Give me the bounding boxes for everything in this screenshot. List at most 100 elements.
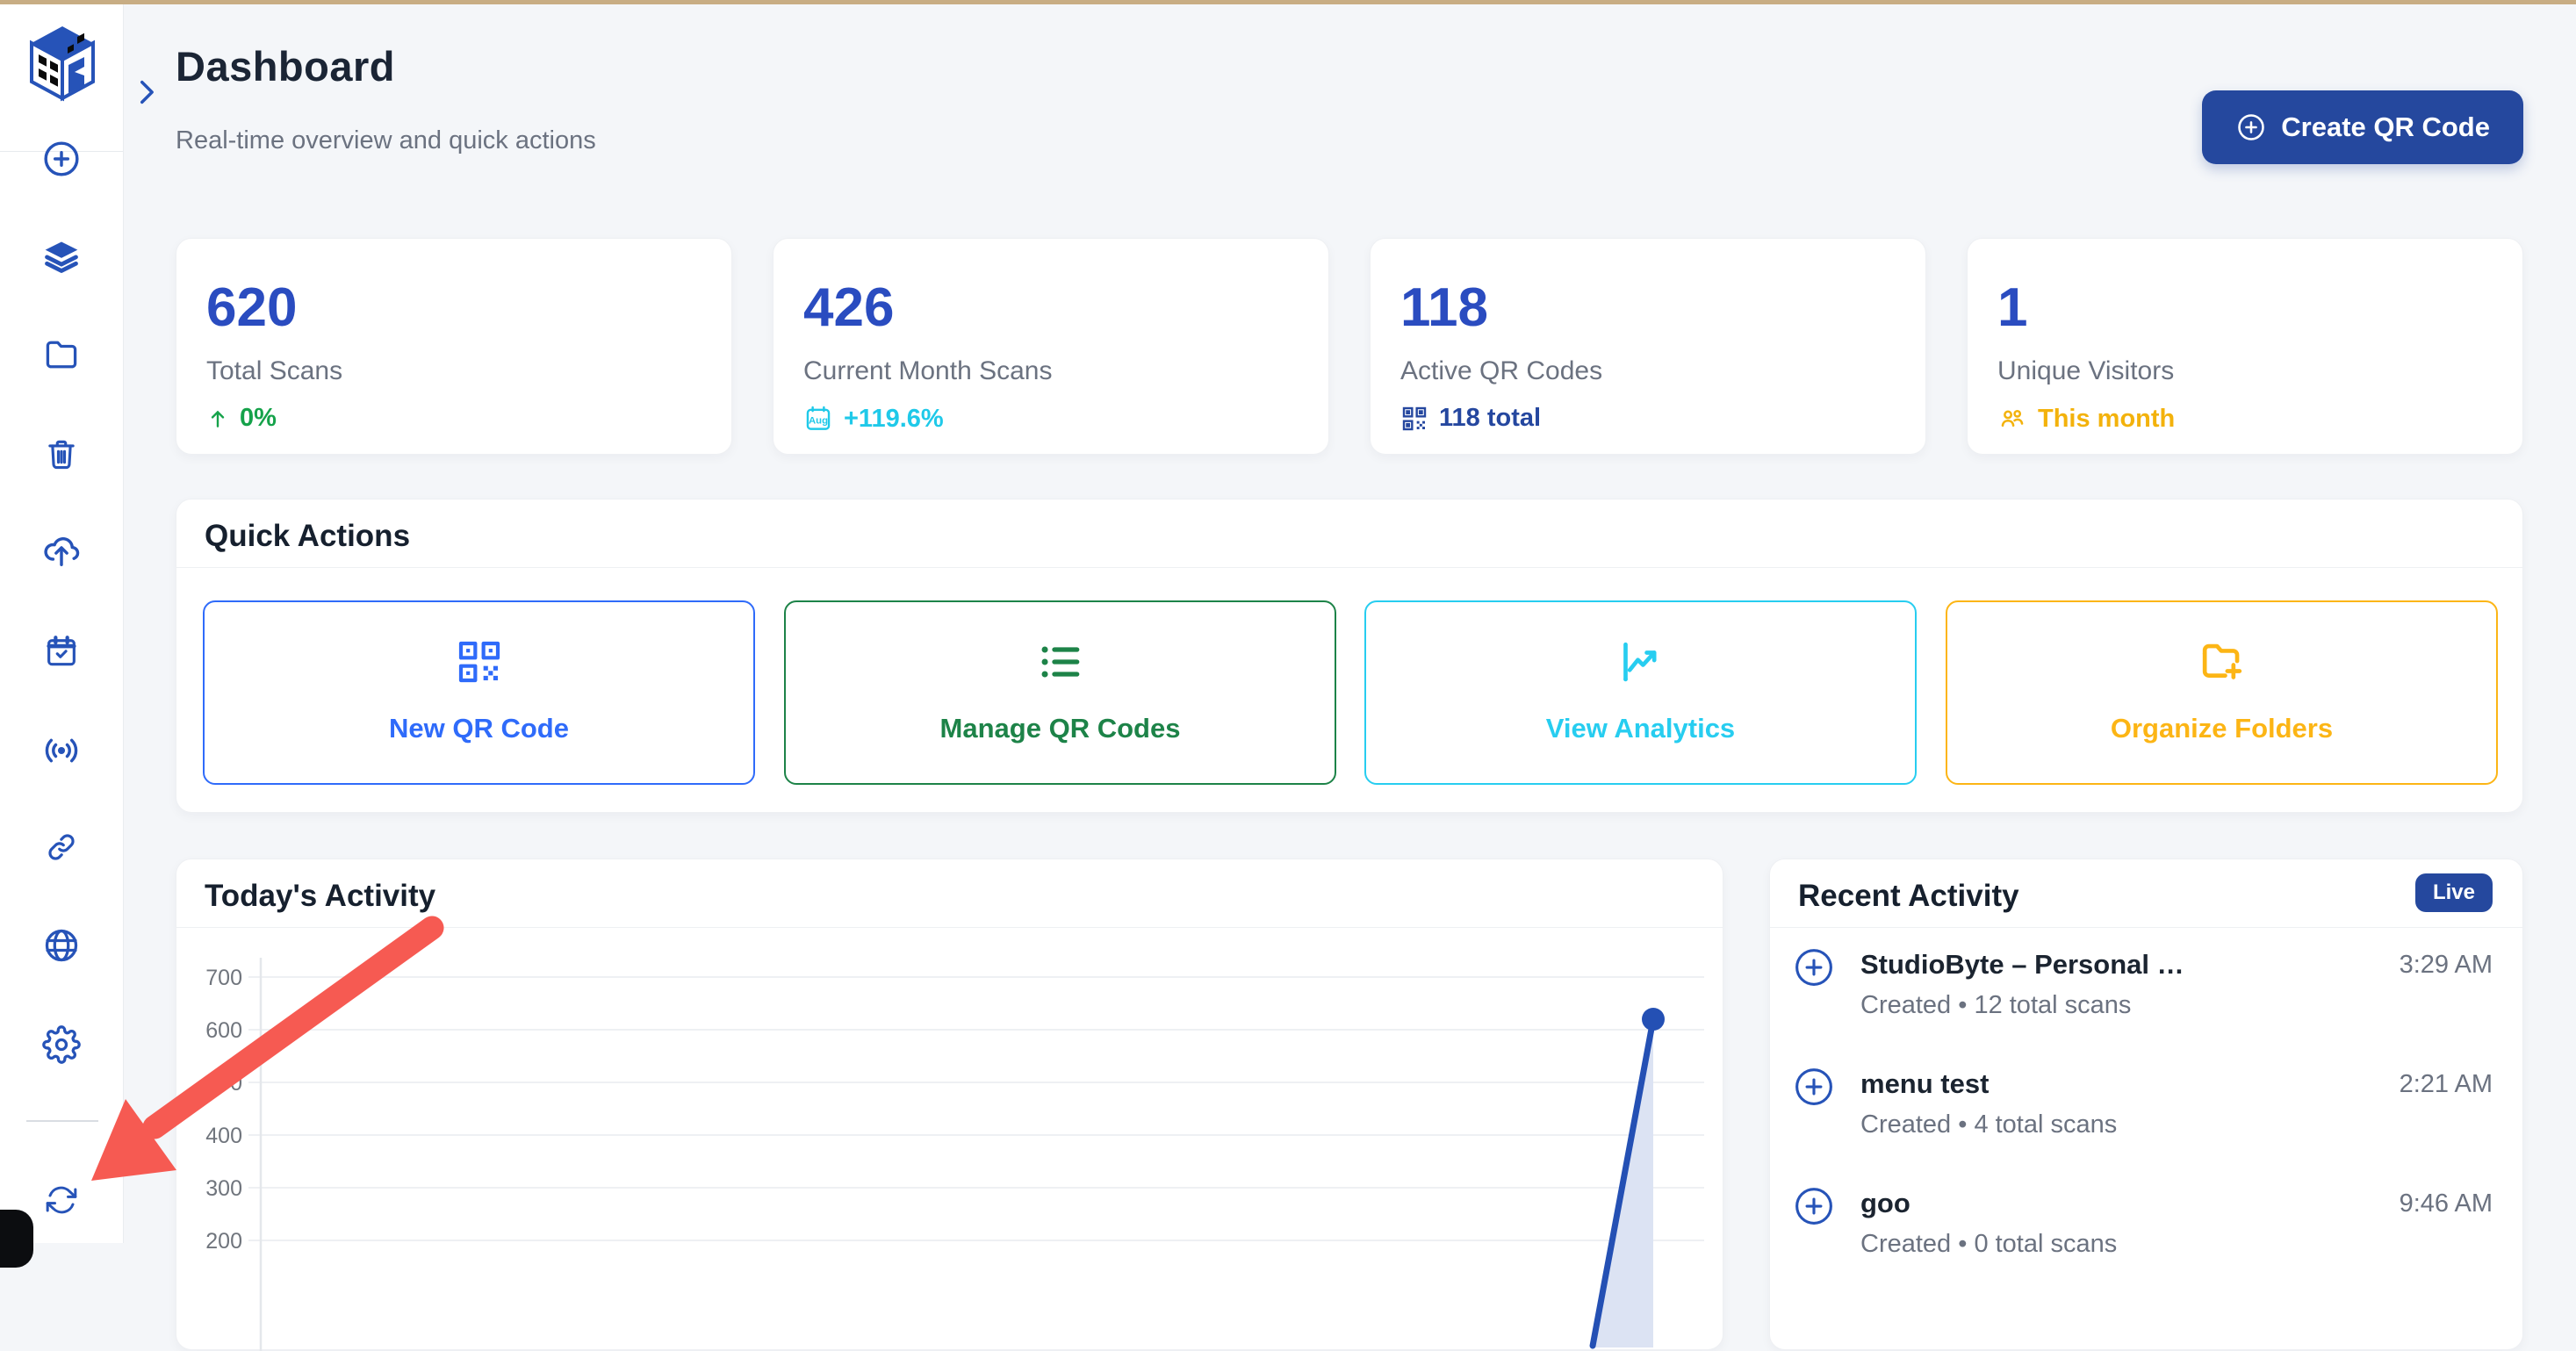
svg-text:300: 300: [205, 1176, 242, 1201]
stat-delta-text: 0%: [240, 404, 277, 432]
page-subtitle: Real-time overview and quick actions: [176, 126, 596, 155]
sidebar-item-schedule[interactable]: [43, 632, 80, 671]
recent-activity-panel: Recent Activity Live StudioByte – Person…: [1769, 859, 2523, 1350]
divider: [176, 567, 2522, 568]
sidebar-bottom-divider: [26, 1120, 98, 1122]
plus-circle-icon: [44, 141, 79, 176]
stat-card-active-qr-codes: 118 Active QR Codes 118 total: [1370, 238, 1926, 455]
svg-text:600: 600: [205, 1018, 242, 1043]
app-logo[interactable]: [26, 21, 98, 106]
organize-folders-label: Organize Folders: [2110, 713, 2334, 744]
sidebar-item-trash[interactable]: [43, 435, 80, 473]
activity-item-subtitle: Created • 12 total scans: [1860, 991, 2132, 1019]
arrow-up-icon: [211, 410, 225, 428]
svg-text:200: 200: [205, 1229, 242, 1254]
stat-delta: Aug +119.6%: [803, 404, 1328, 434]
main-content: Dashboard Real-time overview and quick a…: [123, 0, 2576, 1351]
folder-plus-icon: [2202, 643, 2241, 679]
new-qr-code-button[interactable]: New QR Code: [203, 600, 755, 785]
page-title: Dashboard: [176, 43, 395, 90]
divider: [1770, 927, 2522, 928]
sidebar-item-domains[interactable]: [42, 926, 81, 965]
globe-icon: [45, 929, 78, 962]
sidebar-item-links[interactable]: [43, 829, 80, 866]
activity-item-title: menu test: [1860, 1068, 1990, 1099]
activity-item-title: goo: [1860, 1188, 1910, 1218]
qr-code-icon: [458, 641, 500, 683]
svg-text:700: 700: [205, 966, 242, 990]
activity-item[interactable]: StudioByte – Personal … 3:29 AM Created …: [1770, 947, 2522, 1057]
folder-icon: [46, 341, 77, 369]
stat-delta-text: This month: [2038, 404, 2176, 433]
svg-text:500: 500: [205, 1071, 242, 1096]
sidebar-item-layers[interactable]: [42, 237, 81, 276]
activity-item-title: StudioByte – Personal …: [1860, 949, 2184, 980]
calendar-check-icon: [47, 636, 76, 666]
activity-item-time: 2:21 AM: [2399, 1070, 2493, 1098]
layers-icon: [45, 241, 78, 273]
users-icon: [2001, 409, 2024, 428]
activity-chart: 700 600 500 400 300 200: [205, 958, 1704, 1351]
stat-label: Total Scans: [206, 356, 343, 385]
recent-activity-title: Recent Activity: [1798, 879, 2019, 913]
sidebar-item-upload[interactable]: [41, 530, 82, 571]
calendar-aug-icon: Aug: [806, 406, 831, 430]
stat-label: Unique Visitors: [1997, 356, 2175, 385]
stat-value: 1: [1997, 277, 2028, 338]
plus-circle-icon: [2238, 114, 2265, 140]
svg-text:Aug: Aug: [809, 416, 828, 427]
bottom-left-overlay-corner: [0, 1210, 33, 1268]
window-top-strip: [0, 0, 2576, 4]
trash-icon: [48, 440, 75, 470]
sidebar-item-folders[interactable]: [42, 335, 81, 374]
todays-activity-panel: Today's Activity 700 600 500 400 300 200: [176, 859, 1723, 1351]
link-icon: [48, 834, 75, 860]
sidebar-item-refresh[interactable]: [44, 1182, 79, 1218]
stat-card-current-month-scans: 426 Current Month Scans Aug +119.6%: [773, 238, 1329, 455]
broadcast-icon: [45, 738, 78, 763]
line-chart-icon: [1623, 642, 1656, 682]
stat-delta: This month: [1997, 404, 2522, 434]
view-analytics-label: View Analytics: [1545, 713, 1736, 744]
stat-delta: 118 total: [1400, 404, 1925, 433]
plus-circle-icon: [1792, 945, 1836, 989]
stat-label: Active QR Codes: [1400, 356, 1603, 385]
gear-icon: [42, 1025, 81, 1064]
stat-value: 118: [1400, 277, 1489, 338]
stat-delta-text: +119.6%: [844, 404, 944, 433]
divider: [176, 927, 1723, 928]
stat-value: 620: [206, 277, 298, 338]
activity-item[interactable]: menu test 2:21 AM Created • 4 total scan…: [1770, 1067, 2522, 1176]
quick-actions-title: Quick Actions: [205, 519, 411, 553]
refresh-icon: [46, 1186, 77, 1214]
live-badge: Live: [2414, 873, 2493, 912]
activity-item-time: 9:46 AM: [2399, 1189, 2493, 1218]
activity-item-time: 3:29 AM: [2399, 951, 2493, 979]
plus-circle-icon: [1792, 1065, 1836, 1109]
svg-text:400: 400: [205, 1124, 242, 1148]
sidebar-item-settings[interactable]: [42, 1025, 81, 1064]
cloud-upload-icon: [44, 536, 80, 567]
stat-delta: 0%: [206, 404, 731, 433]
todays-activity-title: Today's Activity: [205, 879, 436, 913]
stat-label: Current Month Scans: [803, 356, 1053, 385]
view-analytics-button[interactable]: View Analytics: [1364, 600, 1917, 785]
stat-card-total-scans: 620 Total Scans 0%: [176, 238, 732, 455]
create-qr-code-button[interactable]: Create QR Code: [2202, 90, 2523, 164]
plus-circle-icon: [1792, 1184, 1836, 1228]
new-qr-code-label: New QR Code: [389, 713, 569, 744]
sidebar-item-add[interactable]: [41, 139, 82, 179]
quick-actions-panel: Quick Actions New QR Code Manage QR Code…: [176, 499, 2523, 813]
stat-delta-text: 118 total: [1439, 404, 1542, 432]
breadcrumb-chevron-icon: [128, 74, 165, 111]
sidebar-item-broadcast[interactable]: [41, 730, 82, 771]
organize-folders-button[interactable]: Organize Folders: [1946, 600, 2498, 785]
create-qr-code-label: Create QR Code: [2281, 111, 2490, 142]
stat-value: 426: [803, 277, 895, 338]
activity-item[interactable]: goo 9:46 AM Created • 0 total scans: [1770, 1186, 2522, 1296]
sidebar: [0, 0, 124, 1243]
manage-qr-codes-label: Manage QR Codes: [939, 713, 1181, 744]
manage-qr-codes-button[interactable]: Manage QR Codes: [784, 600, 1336, 785]
activity-item-subtitle: Created • 0 total scans: [1860, 1230, 2118, 1258]
activity-item-subtitle: Created • 4 total scans: [1860, 1110, 2118, 1139]
